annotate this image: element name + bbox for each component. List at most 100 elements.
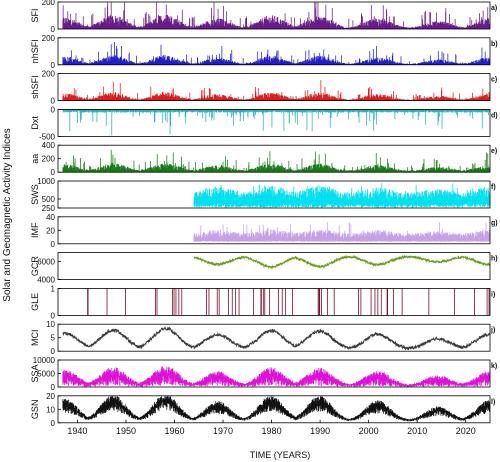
panel-letter: e) (491, 148, 497, 155)
y-tick-label: 0 (51, 61, 56, 70)
panel-letter: k) (491, 363, 497, 370)
panel-name: SWS (30, 184, 40, 205)
series-path-h (193, 254, 490, 270)
panel-letter: f) (491, 184, 496, 191)
x-tick-label: 1980 (262, 426, 282, 436)
series-c (62, 79, 490, 101)
series-l (62, 396, 490, 422)
x-axis: 1940 1950 1960 1970 1980 1990 2000 2010 2020 (67, 419, 476, 436)
panel-letter: h) (491, 256, 498, 263)
y-tick-label: 0 (51, 419, 56, 428)
panel-frame (57, 37, 491, 66)
y-tick-label: 500 (42, 195, 56, 204)
panel-frame (57, 287, 491, 316)
figure-ylabel: Solar and Geomagnetic Activity Indices (2, 128, 13, 301)
y-tick-label: 0 (51, 383, 56, 392)
series-e (62, 149, 490, 173)
panel-frame (57, 252, 491, 281)
panel-name: GLE (30, 293, 40, 311)
series-j (62, 325, 490, 351)
y-tick-label: 0 (51, 168, 56, 177)
panel-letter: c) (491, 77, 497, 84)
y-tick-label: 10 (46, 320, 55, 329)
y-tick-label: 200 (42, 0, 56, 7)
y-tick-label: 400 (42, 141, 56, 150)
panel-name: aa (30, 154, 40, 164)
y-tick-label: 200 (42, 155, 56, 164)
y-tick-label: 200 (42, 70, 56, 79)
y-tick-label: -500 (39, 132, 56, 141)
series-path-a (62, 2, 490, 29)
y-tick-label: 10 (46, 405, 55, 414)
panel-frame (57, 1, 491, 30)
series-path-b (62, 42, 490, 65)
y-tick-label: 250 (42, 204, 56, 213)
panel-name: nhSFI (30, 39, 40, 63)
y-tick-label: 6000 (37, 258, 55, 267)
panel-letter: a) (491, 5, 497, 12)
panel-name: SSA (30, 364, 40, 382)
y-tick-label: 0 (51, 105, 56, 114)
panel-name: Dxt (30, 116, 40, 130)
series-h (193, 254, 490, 270)
x-tick-label: 1990 (310, 426, 330, 436)
series-path-l (62, 396, 490, 422)
panel-i: 0 1 GLE i) (30, 284, 495, 320)
y-tick-label: 10000 (33, 356, 56, 365)
y-tick-label: 4000 (37, 276, 55, 285)
series-k (62, 366, 490, 387)
panel-g: 0 20 40 IMF g) (30, 213, 498, 249)
y-tick-label: 0 (51, 311, 56, 320)
panel-letter: i) (491, 291, 495, 298)
x-tick-label: 1960 (164, 426, 184, 436)
panel-name: GSN (30, 400, 40, 420)
series-path-c (62, 79, 490, 101)
y-tick-label: 40 (46, 213, 55, 222)
x-axis-label: TIME (YEARS) (250, 450, 311, 460)
panel-name: MCI (30, 329, 40, 346)
y-tick-label: 0 (51, 97, 56, 106)
y-tick-label: 20 (46, 226, 55, 235)
series-f (193, 183, 490, 208)
y-tick-label: 5 (51, 334, 56, 343)
x-tick-label: 2000 (359, 426, 379, 436)
y-tick-label: 200 (42, 34, 56, 43)
panel-l: 0 10 20 GSN l) (30, 392, 495, 428)
panel-frame (57, 109, 491, 137)
panel-frame (57, 73, 491, 101)
panel-letter: l) (491, 399, 495, 406)
panel-d: -500 0 Dxt d) (30, 105, 498, 141)
y-tick-label: 20 (46, 392, 55, 401)
series-g (193, 222, 490, 242)
series-path-j (62, 325, 490, 351)
series-b (62, 42, 490, 65)
panel-j: 0 5 10 MCI j) (30, 320, 495, 356)
panel-letter: j) (490, 327, 495, 334)
y-tick-label: 0 (51, 347, 56, 356)
panel-name: IMF (30, 222, 40, 238)
x-tick-label: 2020 (456, 426, 476, 436)
panel-name: SFI (30, 8, 40, 22)
panel-letter: b) (491, 41, 498, 48)
x-tick-label: 1940 (67, 426, 87, 436)
y-tick-label: 1 (51, 284, 56, 293)
x-tick-label: 1950 (116, 426, 136, 436)
y-tick-label: 0 (51, 25, 56, 34)
panel-letter: g) (491, 220, 498, 227)
y-tick-label: 5000 (37, 370, 55, 379)
series-path-e (62, 149, 490, 173)
panel-name: shSFI (30, 75, 40, 99)
series-path-f (193, 183, 490, 208)
series-d (62, 109, 490, 136)
x-tick-label: 2010 (407, 426, 427, 436)
panel-letter: d) (491, 112, 498, 119)
